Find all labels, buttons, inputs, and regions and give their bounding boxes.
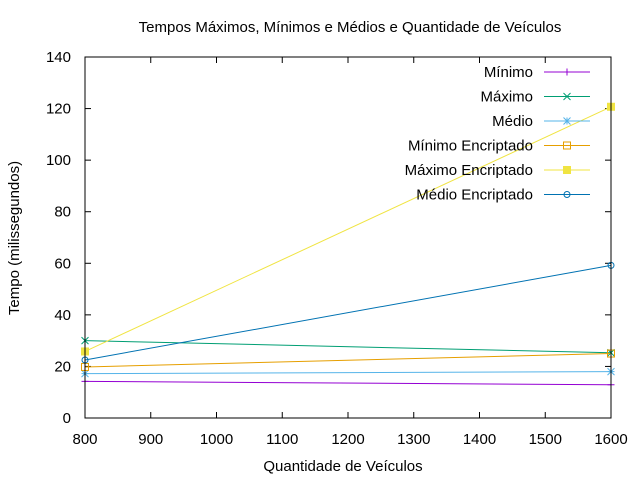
x-tick-label: 1100	[266, 431, 298, 448]
series-lines	[81, 102, 615, 389]
series	[81, 102, 615, 356]
series-line	[84, 380, 612, 386]
legend-label: Mínimo Encriptado	[408, 138, 533, 155]
legend-label: Máximo	[480, 89, 533, 106]
x-tick-label: 1000	[200, 431, 233, 448]
y-tick-label: 140	[46, 49, 71, 66]
legend-label: Máximo Encriptado	[405, 162, 533, 179]
legend-entry: Mínimo Encriptado	[408, 138, 590, 155]
legend-label: Médio	[492, 113, 533, 130]
plot-frame	[84, 56, 612, 419]
y-tick-label: 100	[46, 152, 71, 169]
series	[81, 261, 615, 364]
legend-marker	[563, 141, 571, 150]
x-tick-label: 1400	[463, 431, 496, 448]
series	[81, 349, 615, 371]
series-line	[84, 106, 612, 352]
x-tick-label: 1300	[397, 431, 430, 448]
x-tick-label: 900	[138, 431, 163, 448]
legend-label: Mínimo	[484, 64, 533, 81]
x-tick-label: 1500	[529, 431, 562, 448]
series	[81, 367, 615, 378]
legend-entry: Máximo Encriptado	[405, 162, 590, 179]
chart-title: Tempos Máximos, Mínimos e Médios e Quant…	[139, 19, 562, 36]
legend-label: Médio Encriptado	[416, 187, 533, 204]
legend-entry: Máximo	[480, 89, 590, 106]
x-tick-label: 1200	[331, 431, 364, 448]
y-tick-label: 40	[54, 307, 71, 324]
y-tick-label: 20	[54, 358, 71, 375]
legend: Mínimo Máximo Médio Mínimo Encriptado Máximo…	[405, 64, 590, 204]
y-tick-label: 120	[46, 101, 71, 118]
legend-entry: Médio	[492, 113, 590, 130]
series-line	[84, 264, 612, 361]
legend-marker	[563, 166, 571, 174]
legend-marker	[563, 92, 571, 101]
series-line	[84, 353, 612, 368]
legend-marker	[563, 68, 571, 76]
series-line	[84, 340, 612, 354]
y-tick-label: 0	[63, 410, 71, 427]
series	[81, 377, 615, 389]
y-axis-label: Tempo (milissegundos)	[6, 161, 23, 315]
x-axis-label: Quantidade de Veículos	[263, 458, 422, 475]
series-line	[84, 371, 612, 375]
legend-entry: Mínimo	[484, 64, 590, 81]
legend-marker	[563, 191, 571, 198]
axis-ticks: 800 900 1000 1100 1200 1300 1400 1500 1600 0 20 40 6…	[46, 49, 628, 448]
x-tick-label: 800	[72, 431, 97, 448]
legend-entry: Médio Encriptado	[416, 187, 590, 204]
x-tick-label: 1600	[594, 431, 627, 448]
legend-marker	[563, 117, 571, 125]
y-tick-label: 60	[54, 255, 71, 272]
y-tick-label: 80	[54, 204, 71, 221]
